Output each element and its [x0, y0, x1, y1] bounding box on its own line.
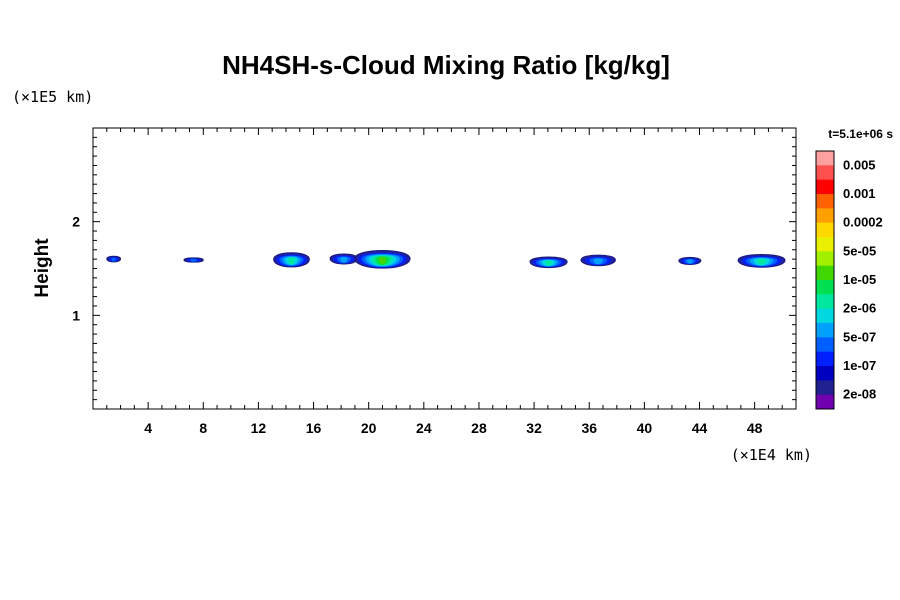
y-tick-labels: 12	[72, 214, 80, 324]
colorbar-label: 0.0002	[843, 215, 883, 230]
x-tick-label: 12	[251, 420, 267, 436]
cloud-patch	[354, 250, 411, 269]
colorbar-segment	[816, 179, 834, 195]
cloud-patch	[529, 256, 568, 269]
colorbar-label: 5e-07	[843, 329, 876, 344]
colorbar-label: 0.005	[843, 157, 876, 172]
cloud-patch	[329, 253, 359, 265]
x-tick-label: 32	[526, 420, 542, 436]
cloud-patch	[106, 255, 122, 263]
chart-title: NH4SH-s-Cloud Mixing Ratio [kg/kg]	[222, 50, 670, 80]
x-tick-label: 8	[199, 420, 207, 436]
cloud-contour	[288, 257, 295, 265]
colorbar-segment	[816, 265, 834, 281]
y-tick-label: 2	[72, 214, 80, 230]
x-tick-label: 36	[581, 420, 597, 436]
cloud-contour	[190, 258, 198, 262]
x-tick-label: 28	[471, 420, 487, 436]
colorbar-label: 2e-06	[843, 301, 876, 316]
x-axis-unit: (×1E4 km)	[731, 446, 812, 464]
cloud-patch	[183, 257, 204, 263]
cloud-patch	[580, 254, 616, 267]
colorbar-label: 5e-05	[843, 243, 876, 258]
y-axis-unit: (×1E5 km)	[12, 88, 93, 106]
colorbar-segment	[816, 351, 834, 367]
colorbar-segment	[816, 208, 834, 224]
y-axis-label: Height	[32, 238, 53, 298]
cloud-contour	[593, 258, 603, 265]
colorbar-segment	[816, 337, 834, 353]
colorbar-segment	[816, 308, 834, 324]
x-tick-label: 44	[692, 420, 708, 436]
x-tick-label: 48	[747, 420, 763, 436]
x-tick-labels: 4 8 12 16 20 24 28 32 36 40 44 48	[144, 420, 762, 436]
cloud-layer	[106, 250, 786, 269]
colorbar-segment	[816, 294, 834, 310]
colorbar-segment	[816, 251, 834, 267]
cloud-contour	[757, 258, 766, 265]
plot-area	[93, 128, 796, 409]
cloud-patch	[678, 256, 702, 265]
colorbar-segment	[816, 323, 834, 338]
colorbar-segment	[816, 366, 834, 381]
colorbar: 0.005 0.001 0.0002 5e-05 1e-05 2e-06 5e-07 1e-0…	[815, 150, 883, 410]
cloud-patch	[737, 253, 786, 268]
axis-ticks	[93, 128, 796, 409]
colorbar-segment	[816, 237, 834, 252]
cloud-contour	[111, 257, 117, 262]
cloud-contour	[545, 260, 552, 266]
x-tick-label: 40	[637, 420, 653, 436]
colorbar-segment	[816, 280, 834, 295]
x-tick-label: 16	[306, 420, 322, 436]
colorbar-label: 1e-07	[843, 358, 876, 373]
cloud-contour	[378, 257, 387, 265]
colorbar-segment	[816, 380, 834, 396]
cloud-patch	[273, 252, 310, 268]
colorbar-segment	[816, 222, 834, 238]
colorbar-frame	[815, 150, 835, 410]
colorbar-label: 2e-08	[843, 387, 876, 402]
cloud-contour	[686, 259, 693, 264]
colorbar-label: 1e-05	[843, 272, 876, 287]
colorbar-segment	[816, 165, 834, 181]
x-tick-label: 20	[361, 420, 377, 436]
x-tick-label: 4	[144, 420, 152, 436]
colorbar-segment	[816, 194, 834, 209]
colorbar-label: 0.001	[843, 186, 876, 201]
cloud-contour	[340, 257, 348, 263]
colorbar-segment	[816, 151, 834, 166]
colorbar-segment	[816, 394, 834, 410]
x-tick-label: 24	[416, 420, 432, 436]
plot-frame	[92, 127, 797, 410]
time-label: t=5.1e+06 s	[828, 127, 893, 141]
y-tick-label: 1	[72, 307, 80, 323]
